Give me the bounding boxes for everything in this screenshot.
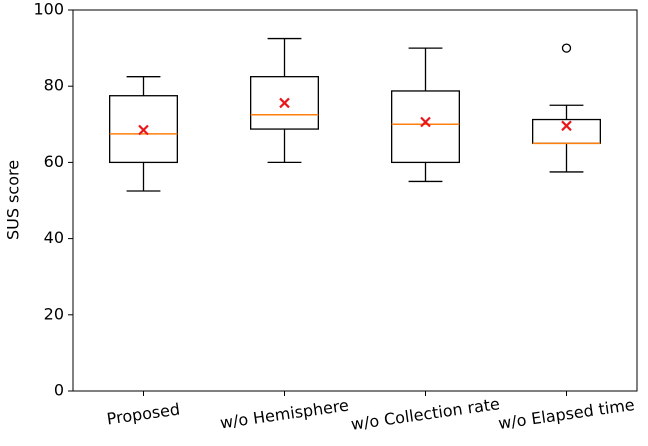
y-tick-label: 0 [54, 381, 64, 400]
x-tick-label: w/o Collection rate [350, 394, 501, 434]
box [109, 95, 178, 164]
box [250, 76, 319, 130]
outlier [561, 43, 572, 53]
box [391, 90, 460, 164]
y-axis-label: SUS score [4, 160, 23, 240]
y-tick-label: 60 [44, 152, 64, 171]
box [532, 118, 601, 144]
mean-marker [420, 116, 431, 128]
x-tick-label: w/o Hemisphere [219, 396, 350, 433]
mean-marker [279, 97, 290, 109]
x-tick-label: Proposed [106, 399, 182, 428]
plot-frame [72, 9, 638, 392]
y-tick-label: 20 [44, 304, 64, 323]
mean-marker [561, 120, 572, 132]
y-tick-label: 80 [44, 76, 64, 95]
mean-marker [138, 124, 149, 136]
x-tick-label: w/o Elapsed time [497, 395, 636, 433]
y-tick-label: 100 [33, 0, 64, 19]
y-tick-label: 40 [44, 228, 64, 247]
